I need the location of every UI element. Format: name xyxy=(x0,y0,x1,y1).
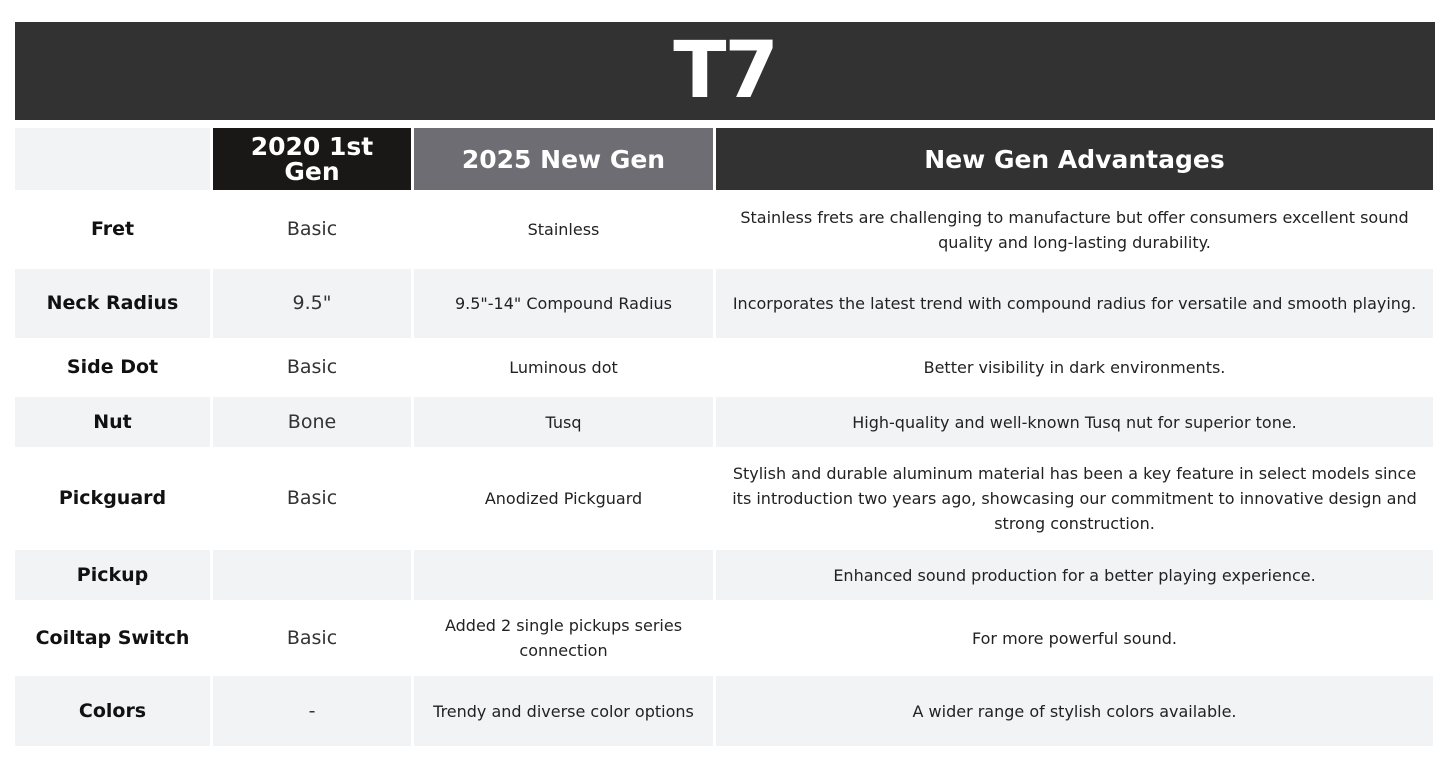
title-banner: T7 xyxy=(15,22,1435,120)
header-first-gen: 2020 1st Gen xyxy=(213,128,411,190)
header-new-gen: 2025 New Gen xyxy=(414,128,713,190)
new-gen-cell: Added 2 single pickups series connection xyxy=(444,616,683,660)
comparison-table: 2020 1st Gen 2025 New Gen New Gen Advant… xyxy=(15,128,1433,746)
first-gen-cell: Basic xyxy=(286,487,338,509)
first-gen-cell: - xyxy=(213,676,411,746)
feature-cell: Colors xyxy=(15,676,210,746)
new-gen-cell: 9.5"-14" Compound Radius xyxy=(414,269,713,338)
feature-cell: Pickguard xyxy=(58,487,167,509)
feature-cell: Pickup xyxy=(15,550,210,600)
first-gen-cell: 9.5" xyxy=(213,269,411,338)
feature-cell: Fret xyxy=(90,218,135,240)
first-gen-cell: Basic xyxy=(286,626,338,649)
advantage-cell: Enhanced sound production for a better p… xyxy=(716,550,1433,600)
advantage-cell: Better visibility in dark environments. xyxy=(923,358,1226,377)
feature-cell: Coiltap Switch xyxy=(35,626,190,649)
first-gen-cell: Basic xyxy=(286,356,338,378)
advantage-cell: Stainless frets are challenging to manuf… xyxy=(740,207,1409,252)
advantage-cell: A wider range of stylish colors availabl… xyxy=(716,676,1433,746)
advantage-cell: High-quality and well-known Tusq nut for… xyxy=(716,397,1433,447)
header-advantages: New Gen Advantages xyxy=(716,128,1433,190)
new-gen-cell: Tusq xyxy=(414,397,713,447)
advantage-cell: Incorporates the latest trend with compo… xyxy=(716,269,1433,338)
new-gen-cell: Anodized Pickguard xyxy=(484,489,643,508)
header-empty xyxy=(15,128,210,190)
advantage-cell: Stylish and durable aluminum material ha… xyxy=(732,464,1417,533)
first-gen-cell: Bone xyxy=(213,397,411,447)
page-title: T7 xyxy=(673,26,778,116)
first-gen-cell xyxy=(213,550,411,600)
new-gen-cell xyxy=(414,550,713,600)
feature-cell: Nut xyxy=(15,397,210,447)
new-gen-cell: Trendy and diverse color options xyxy=(414,676,713,746)
feature-cell: Side Dot xyxy=(66,356,159,378)
new-gen-cell: Stainless xyxy=(527,220,600,239)
first-gen-cell: Basic xyxy=(286,218,338,240)
advantage-cell: For more powerful sound. xyxy=(971,628,1178,648)
new-gen-cell: Luminous dot xyxy=(509,358,618,377)
feature-cell: Neck Radius xyxy=(15,269,210,338)
